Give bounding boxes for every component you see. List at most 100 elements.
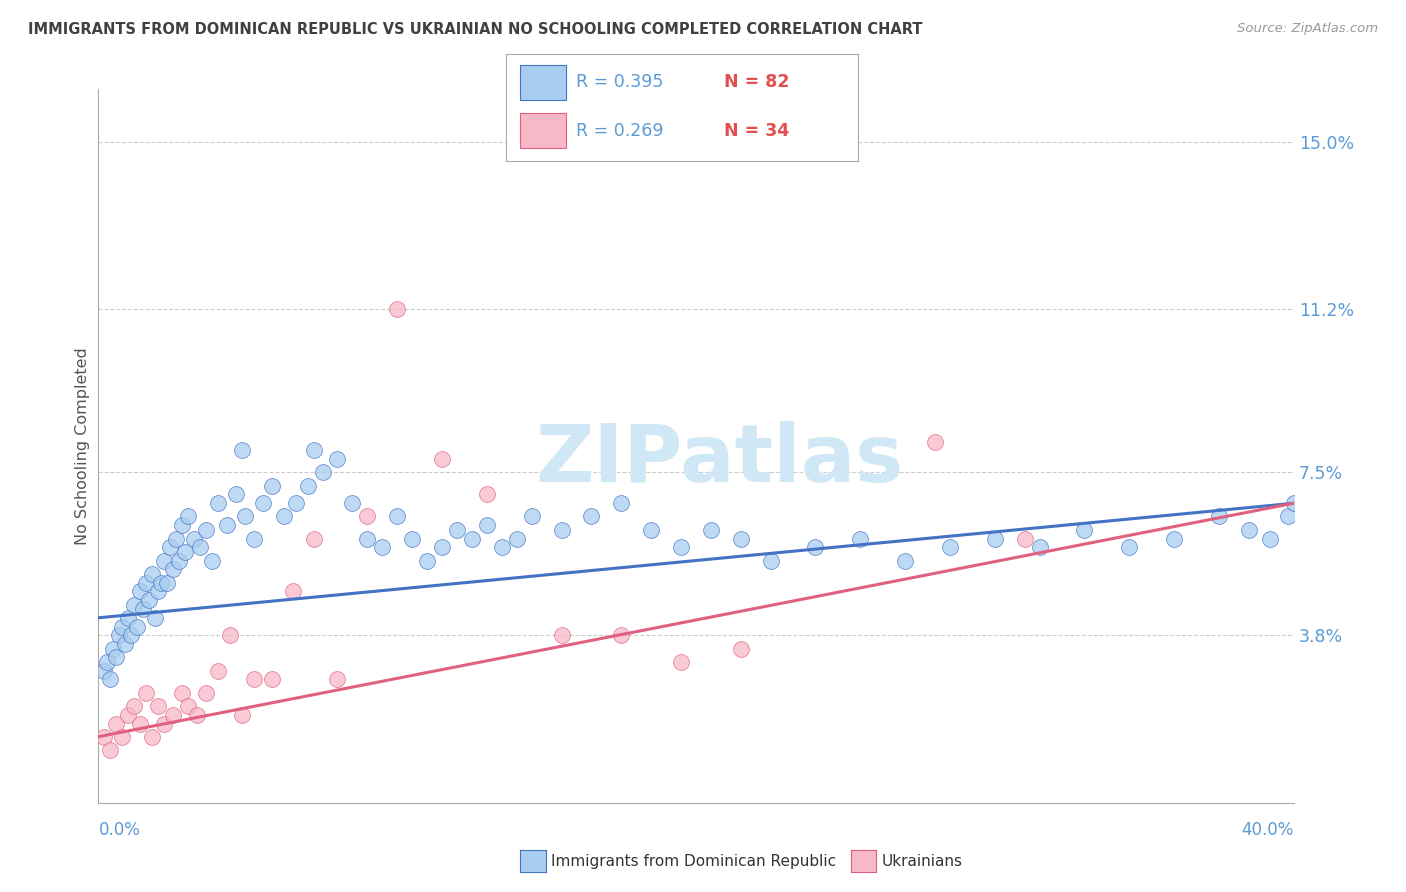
Point [273,509,295,524]
Point [371,541,394,555]
Point [939,541,962,555]
Point [148,584,170,599]
Point [177,509,200,524]
Point [385,302,409,317]
Point [135,686,157,700]
Point [174,545,197,559]
Point [385,509,409,524]
Point [162,707,184,722]
Point [730,532,752,546]
Point [100,673,122,687]
Point [730,641,752,656]
Point [231,443,253,458]
Point [172,686,194,700]
Point [231,707,253,722]
Text: 0.0%: 0.0% [98,821,141,838]
Point [506,532,529,546]
Text: IMMIGRANTS FROM DOMINICAN REPUBLIC VS UKRAINIAN NO SCHOOLING COMPLETED CORRELATI: IMMIGRANTS FROM DOMINICAN REPUBLIC VS UK… [28,22,922,37]
Point [475,487,498,501]
Point [124,698,146,713]
Point [148,698,170,713]
Point [1073,523,1095,537]
Point [93,664,115,678]
Point [302,532,325,546]
Point [430,541,453,555]
Point [669,541,692,555]
Point [401,532,423,546]
Point [201,553,224,567]
Point [159,541,181,555]
FancyBboxPatch shape [520,65,565,100]
Point [491,541,513,555]
Point [186,707,208,722]
Point [1014,532,1036,546]
Y-axis label: No Schooling Completed: No Schooling Completed [75,347,90,545]
Point [302,443,325,458]
Point [610,496,633,510]
Point [143,611,166,625]
Point [120,628,142,642]
Point [93,730,115,744]
Point [138,593,160,607]
Text: R = 0.269: R = 0.269 [576,121,664,139]
Point [117,707,139,722]
Point [700,523,723,537]
Point [849,532,872,546]
Point [117,611,139,625]
Text: 40.0%: 40.0% [1241,821,1294,838]
Point [141,566,163,581]
Text: Immigrants from Dominican Republic: Immigrants from Dominican Republic [551,855,837,869]
Point [281,584,304,599]
Point [284,496,307,510]
Text: Source: ZipAtlas.com: Source: ZipAtlas.com [1237,22,1378,36]
Point [356,532,378,546]
Point [260,673,283,687]
Point [1163,532,1185,546]
Point [135,575,157,590]
Point [103,641,125,656]
Point [188,541,211,555]
Point [1028,541,1050,555]
Point [172,518,194,533]
Text: N = 34: N = 34 [724,121,789,139]
Text: N = 82: N = 82 [724,73,790,91]
Point [243,673,266,687]
Point [1277,509,1299,524]
Point [924,434,946,449]
Point [243,532,266,546]
Point [260,478,283,492]
Point [759,553,782,567]
Point [111,730,134,744]
Point [430,452,453,467]
Point [225,487,247,501]
Point [550,523,572,537]
Point [550,628,572,642]
Text: Ukrainians: Ukrainians [882,855,963,869]
Point [195,523,218,537]
FancyBboxPatch shape [520,113,565,148]
Point [124,598,146,612]
Point [233,509,256,524]
Point [153,553,176,567]
Point [252,496,274,510]
Point [105,716,128,731]
Point [342,496,364,510]
Point [215,518,238,533]
Point [311,466,333,480]
Point [416,553,439,567]
Point [461,532,484,546]
Point [219,628,242,642]
Point [1282,496,1305,510]
Point [162,562,184,576]
Point [669,655,692,669]
Point [96,655,118,669]
Point [1118,541,1140,555]
Point [1237,523,1260,537]
Point [165,532,187,546]
Point [984,532,1007,546]
Point [105,650,128,665]
Point [132,602,155,616]
Point [581,509,603,524]
Point [207,664,229,678]
Point [326,673,349,687]
